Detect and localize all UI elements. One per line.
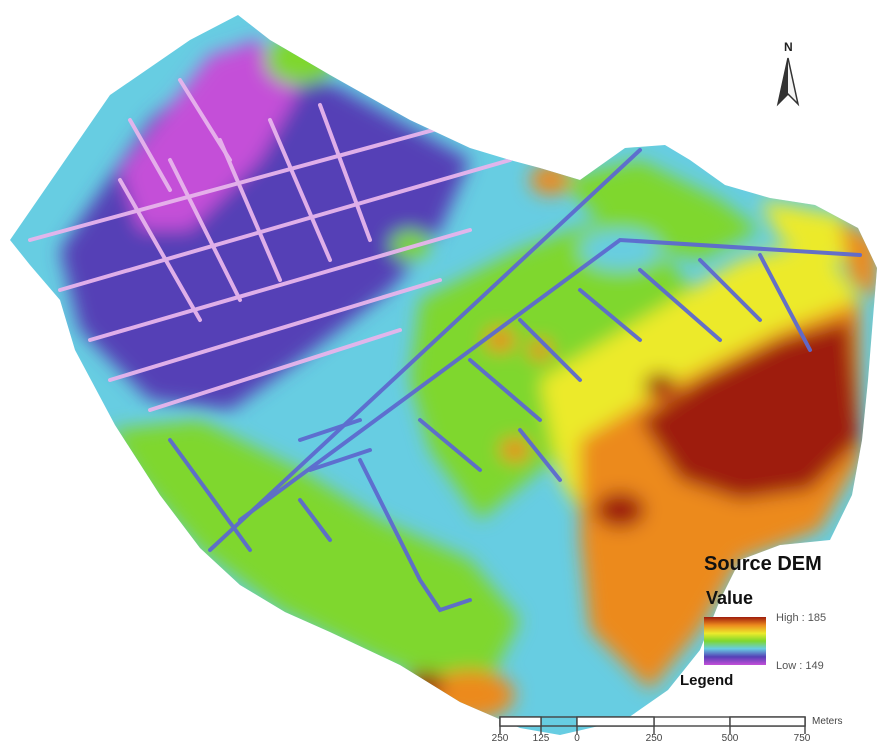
scale-unit-label: Meters <box>812 716 843 727</box>
north-label: N <box>784 40 793 54</box>
legend-title: Source DEM <box>704 553 822 575</box>
legend-high-label: High : 185 <box>776 612 827 624</box>
scale-tick-label: 125 <box>532 733 550 744</box>
channel-network <box>28 78 862 613</box>
scale-tick-label: 250 <box>491 733 509 744</box>
legend-color-ramp <box>704 617 766 665</box>
scale-tick-label: 250 <box>645 733 663 744</box>
scale-tick-label: 500 <box>721 733 739 744</box>
legend-caption: Legend <box>680 672 734 689</box>
legend-value-heading: Value <box>706 588 754 608</box>
north-arrow-icon <box>776 57 800 107</box>
scale-tick-label: 750 <box>793 733 811 744</box>
scale-bar-graphic <box>499 716 806 734</box>
legend-low-label: Low : 149 <box>776 660 824 672</box>
scale-tick-label: 0 <box>574 733 580 744</box>
